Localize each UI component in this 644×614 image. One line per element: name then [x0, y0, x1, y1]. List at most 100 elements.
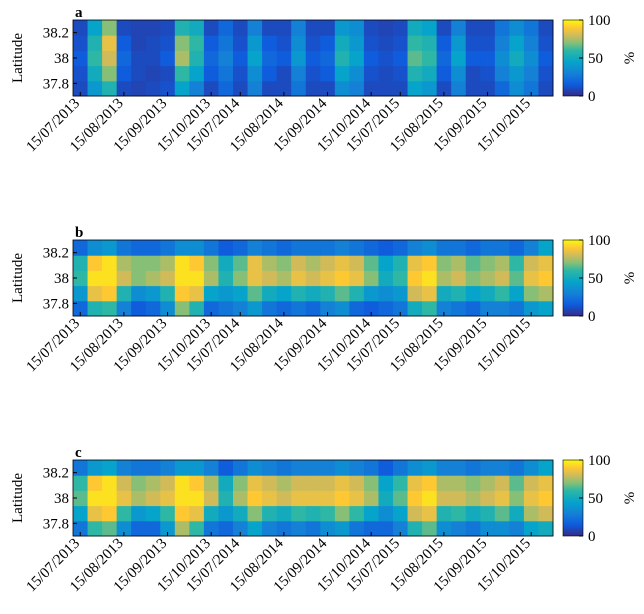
heat-cell: [233, 475, 249, 491]
heat-cell: [145, 285, 161, 302]
heat-cell: [203, 35, 219, 51]
heat-cell: [465, 240, 481, 256]
heat-cell: [73, 240, 89, 256]
heat-cell: [131, 20, 147, 36]
heat-cell: [422, 490, 438, 507]
heat-cell: [494, 520, 510, 537]
heat-cell: [189, 475, 205, 491]
heat-cell: [422, 255, 438, 271]
y-tick-label: 37.8: [43, 516, 69, 532]
heat-cell: [116, 20, 132, 36]
heat-cell: [203, 255, 219, 271]
heat-cell: [276, 490, 292, 507]
heat-cell: [305, 300, 321, 317]
heat-cell: [422, 300, 438, 317]
heat-cell: [480, 240, 496, 256]
heat-cell: [102, 20, 118, 36]
heat-cell: [349, 35, 365, 51]
heat-cell: [494, 475, 510, 491]
heat-cell: [480, 460, 496, 476]
heat-cell: [189, 460, 205, 476]
heat-cell: [523, 80, 539, 97]
heat-cell: [233, 490, 249, 507]
heat-cell: [87, 475, 103, 491]
heat-cell: [73, 35, 89, 51]
heat-cell: [87, 490, 103, 507]
heat-cell: [102, 490, 118, 507]
heat-cell: [218, 65, 234, 82]
heat-cell: [102, 475, 118, 491]
heat-cell: [305, 255, 321, 271]
heat-cell: [247, 300, 263, 317]
colorbar-tick-label: 100: [588, 233, 611, 249]
heat-cell: [334, 270, 350, 287]
heat-cell: [494, 80, 510, 97]
heat-cell: [538, 255, 554, 271]
y-tick-label: 38.2: [43, 466, 69, 482]
heat-cell: [451, 80, 467, 97]
heat-cell: [102, 505, 118, 522]
heat-cell: [87, 460, 103, 476]
heat-cell: [189, 20, 205, 36]
heat-cell: [160, 505, 176, 522]
heat-cell: [262, 490, 278, 507]
heat-cell: [509, 520, 525, 537]
heat-cell: [203, 270, 219, 287]
heat-cell: [102, 285, 118, 302]
heat-cell: [145, 35, 161, 51]
heat-cell: [145, 240, 161, 256]
y-tick-label: 38: [54, 271, 69, 287]
heat-cell: [363, 460, 379, 476]
colorbar-label: %: [622, 272, 638, 285]
heat-cell: [436, 475, 452, 491]
heat-cell: [393, 255, 409, 271]
heat-cell: [203, 240, 219, 256]
heat-cell: [189, 35, 205, 51]
heat-cell: [509, 300, 525, 317]
heat-cell: [203, 20, 219, 36]
heat-cell: [203, 520, 219, 537]
heat-cell: [247, 520, 263, 537]
heat-cell: [393, 475, 409, 491]
heat-cell: [480, 65, 496, 82]
colorbar-tick-label: 0: [588, 529, 596, 545]
heat-cell: [160, 255, 176, 271]
heat-cell: [465, 270, 481, 287]
heat-cell: [422, 285, 438, 302]
heat-cell: [509, 65, 525, 82]
heat-cell: [393, 65, 409, 82]
heat-cell: [73, 270, 89, 287]
heat-cell: [320, 300, 336, 317]
heat-cell: [305, 35, 321, 51]
heat-cell: [160, 520, 176, 537]
heat-cell: [436, 65, 452, 82]
heat-cell: [480, 35, 496, 51]
heat-cell: [203, 80, 219, 97]
heat-cell: [349, 460, 365, 476]
heat-cell: [320, 460, 336, 476]
heat-cell: [509, 20, 525, 36]
heat-cell: [102, 65, 118, 82]
heat-cell: [218, 35, 234, 51]
heat-cell: [276, 270, 292, 287]
heat-cell: [73, 505, 89, 522]
heat-cell: [320, 505, 336, 522]
heat-cell: [320, 475, 336, 491]
heat-cell: [262, 520, 278, 537]
heat-cell: [451, 475, 467, 491]
heat-cell: [247, 20, 263, 36]
heat-cell: [523, 65, 539, 82]
heat-cell: [407, 240, 423, 256]
heat-cell: [320, 520, 336, 537]
heat-cell: [174, 505, 190, 522]
heat-cell: [451, 490, 467, 507]
heat-cell: [218, 300, 234, 317]
heat-cell: [523, 300, 539, 317]
heat-cell: [174, 285, 190, 302]
heat-cell: [116, 80, 132, 97]
heat-cell: [174, 240, 190, 256]
heat-cell: [363, 475, 379, 491]
heat-cell: [305, 20, 321, 36]
y-tick-label: 37.8: [43, 76, 69, 92]
heat-cell: [480, 255, 496, 271]
